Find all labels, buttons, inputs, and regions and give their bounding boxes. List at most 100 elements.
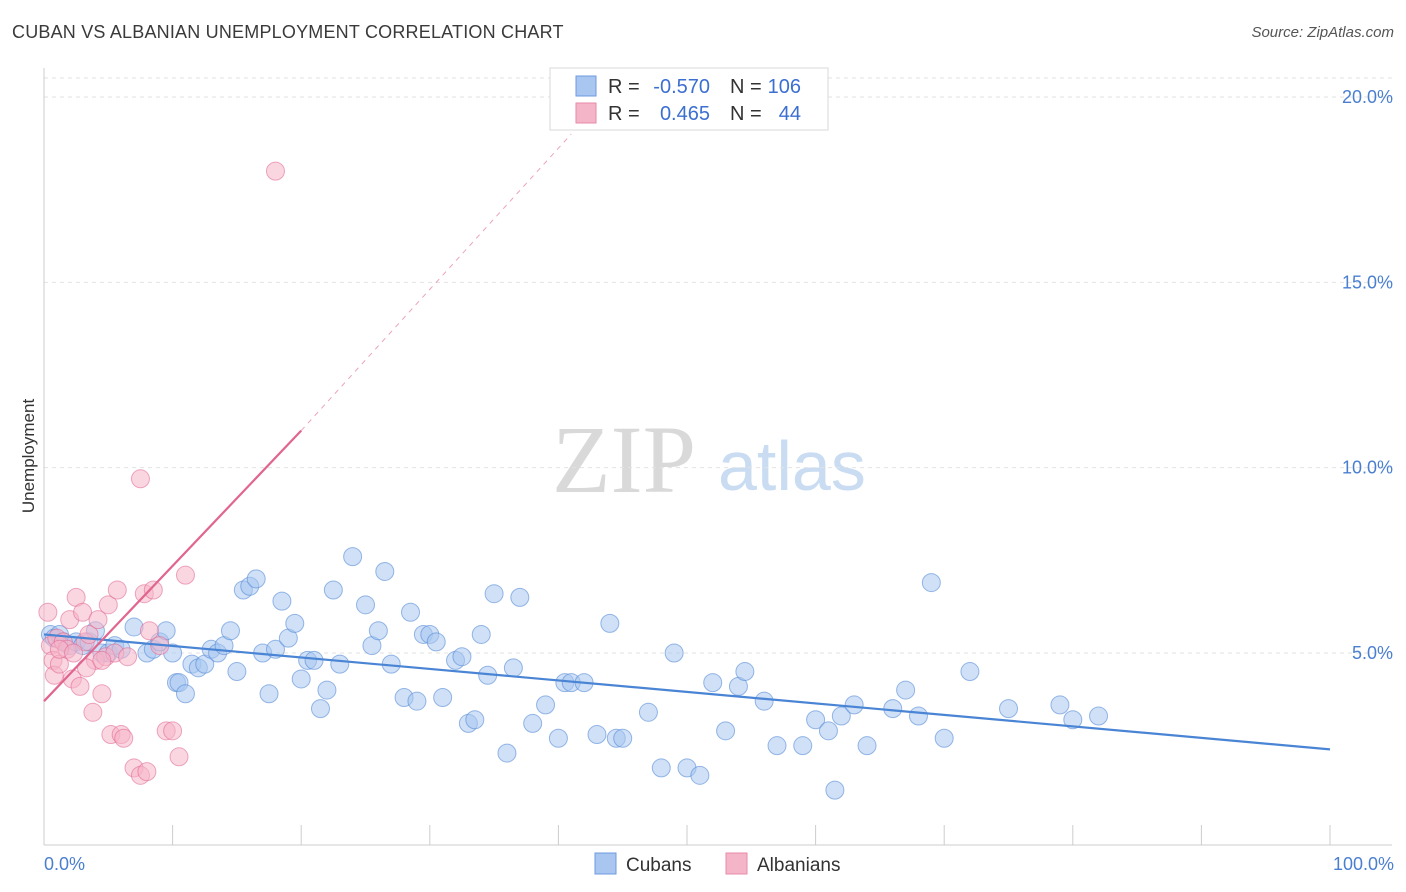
data-point-cubans [960,662,980,682]
stats-legend-swatch-albanians [575,102,597,124]
x-tick-label-min: 0.0% [44,854,85,874]
data-point-cubans [818,721,838,741]
y-tick-label: 10.0% [1342,458,1393,478]
data-point-albanians [137,762,157,782]
data-point-cubans [536,695,556,715]
data-point-albanians [265,161,285,181]
data-point-cubans [465,710,485,730]
data-point-cubans [523,713,543,733]
data-points [38,161,1109,800]
data-point-cubans [407,691,427,711]
stats-legend-n-value-albanians: 44 [779,103,801,125]
data-point-cubans [220,621,240,641]
stats-legend-r-value-cubans: -0.570 [653,76,710,98]
data-point-albanians [83,702,103,722]
data-point-albanians [130,469,150,489]
stats-legend-n-label-cubans: N = [730,76,762,98]
data-point-cubans [510,587,530,607]
data-point-cubans [246,569,266,589]
trend-line-extension-albanians [300,133,572,431]
data-point-albanians [88,610,108,630]
data-point-albanians [169,747,189,767]
data-point-albanians [92,684,112,704]
data-point-albanians [70,676,90,696]
data-point-cubans [831,706,851,726]
data-point-cubans [716,721,736,741]
data-point-cubans [227,662,247,682]
data-point-cubans [806,710,826,730]
series-legend-swatch-albanians [725,852,748,875]
data-point-cubans [908,706,928,726]
x-tick-labels: 0.0% 100.0% [44,854,1394,874]
data-point-cubans [793,736,813,756]
data-point-cubans [664,643,684,663]
data-point-cubans [317,680,337,700]
data-point-cubans [703,673,723,693]
data-point-cubans [934,728,954,748]
axes [43,68,1392,846]
data-point-cubans [368,621,388,641]
stats-legend-n-value-cubans: 106 [768,76,801,98]
stats-legend-swatch-cubans [575,75,597,97]
chart-source: Source: ZipAtlas.com [1251,24,1394,41]
data-point-cubans [1089,706,1109,726]
series-legend-label-albanians: Albanians [757,855,840,876]
series-legend-label-cubans: Cubans [626,855,692,876]
watermark-atlas: atlas [718,427,866,505]
data-point-cubans [375,561,395,581]
data-point-cubans [651,758,671,778]
series-legend: Cubans Albanians [594,852,840,876]
data-point-cubans [857,736,877,756]
data-point-cubans [503,658,523,678]
data-point-cubans [356,595,375,615]
data-point-cubans [548,728,568,748]
y-tick-labels: 5.0% 10.0% 15.0% 20.0% [1342,87,1393,663]
data-point-cubans [343,547,363,567]
data-point-cubans [1050,695,1070,715]
data-point-cubans [735,662,755,682]
data-point-albanians [163,721,183,741]
data-point-cubans [323,580,343,600]
data-point-cubans [1063,710,1083,730]
data-point-albanians [114,728,134,748]
data-point-cubans [272,591,292,611]
data-point-cubans [310,699,330,719]
trend-lines [43,133,1331,751]
data-point-albanians [98,595,118,615]
data-point-albanians [175,565,195,585]
stats-legend-r-label-cubans: R = [608,76,640,98]
grid-lines [44,77,1392,654]
data-point-cubans [291,669,311,689]
data-point-albanians [73,602,93,622]
data-point-cubans [452,647,472,667]
data-point-cubans [690,765,710,785]
data-point-albanians [92,650,112,670]
data-point-cubans [484,584,504,604]
y-tick-label: 15.0% [1342,272,1393,292]
y-tick-label: 5.0% [1352,643,1393,663]
data-point-cubans [175,684,195,704]
data-point-albanians [143,580,163,600]
data-point-cubans [304,650,324,670]
stats-legend: R = -0.570 N = 106 R = 0.465 N = 44 [549,67,829,131]
data-point-cubans [433,687,453,707]
trend-line-albanians [43,429,302,702]
data-point-cubans [921,573,941,593]
data-point-cubans [754,691,774,711]
y-axis-label: Unemployment [19,399,38,514]
series-legend-swatch-cubans [594,852,617,875]
stats-legend-r-value-albanians: 0.465 [660,103,710,125]
data-point-cubans [401,602,421,622]
data-point-albanians [64,643,84,663]
stats-legend-r-label-albanians: R = [608,103,640,125]
y-tick-label: 20.0% [1342,87,1393,107]
data-point-cubans [883,699,903,719]
data-point-albanians [76,658,96,678]
data-point-cubans [767,736,787,756]
data-point-cubans [896,680,916,700]
data-point-cubans [426,632,446,652]
stats-legend-n-label-albanians: N = [730,103,762,125]
data-point-cubans [638,702,658,722]
watermark-zip: ZIP [552,406,696,513]
